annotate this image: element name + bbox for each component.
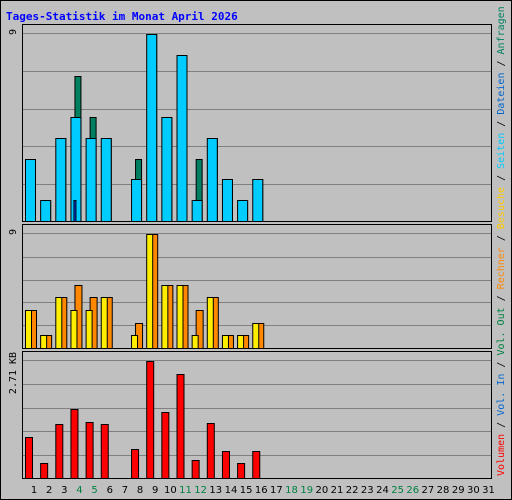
- bar-volumen: [237, 463, 246, 479]
- bar-volumen: [146, 361, 155, 479]
- x-tick-label: 6: [107, 485, 113, 496]
- bar-besuche: [176, 285, 184, 349]
- bar-dateien: [85, 138, 97, 222]
- bar-dateien: [191, 200, 203, 222]
- bar-besuche: [252, 323, 260, 349]
- bar-dateien: [161, 117, 173, 222]
- bar-dateien: [100, 138, 112, 222]
- bar-volumen: [100, 424, 109, 479]
- x-tick-label: 30: [467, 485, 480, 496]
- bar-volumen: [40, 463, 49, 479]
- x-tick-label: 14: [225, 485, 238, 496]
- bar-volumen: [85, 422, 94, 479]
- bar-volumen: [25, 437, 33, 479]
- bar-besuche: [206, 297, 214, 349]
- x-tick-label: 23: [361, 485, 374, 496]
- bar-dateien: [237, 200, 249, 222]
- x-tick-label: 7: [122, 485, 128, 496]
- x-tick-label: 21: [331, 485, 344, 496]
- bar-dateien: [146, 34, 158, 222]
- x-tick-label: 3: [61, 485, 67, 496]
- x-tick-label: 25: [391, 485, 404, 496]
- x-tick-label: 22: [346, 485, 359, 496]
- bar-besuche: [55, 297, 63, 349]
- x-tick-label: 15: [240, 485, 253, 496]
- legend-separator: /: [496, 121, 507, 133]
- bar-dateien: [221, 179, 233, 222]
- legend-vertical: Volumen / Vol. In / Vol. Out / Rechner /…: [496, 6, 507, 476]
- legend-separator: /: [496, 235, 507, 247]
- legend-entry: Volumen: [496, 434, 507, 476]
- bar-volumen: [206, 423, 215, 479]
- x-tick-label: 2: [46, 485, 52, 496]
- legend-separator: /: [496, 362, 507, 374]
- bar-volumen: [176, 374, 185, 479]
- bar-dateien: [206, 138, 218, 222]
- x-tick-label: 29: [452, 485, 465, 496]
- bar-besuche: [100, 297, 108, 349]
- x-tick-label: 10: [164, 485, 177, 496]
- x-tick-label: 1: [31, 485, 37, 496]
- x-tick-label: 18: [285, 485, 298, 496]
- bar-besuche: [40, 335, 48, 349]
- bar-besuche: [70, 310, 78, 349]
- bar-volumen: [252, 451, 261, 479]
- bar-besuche: [131, 335, 139, 349]
- x-tick-label: 27: [422, 485, 435, 496]
- x-tick-label: 13: [209, 485, 222, 496]
- x-tick-label: 19: [300, 485, 313, 496]
- legend-separator: /: [496, 175, 507, 187]
- bar-volumen: [221, 451, 230, 479]
- legend-separator: /: [496, 60, 507, 72]
- bar-dateien: [55, 138, 67, 222]
- legend-separator: /: [496, 295, 507, 307]
- x-tick-label: 12: [194, 485, 207, 496]
- bar-volumen: [70, 409, 79, 479]
- bar-volumen: [55, 424, 64, 479]
- bar-dateien: [131, 179, 143, 222]
- bar-volumen: [161, 412, 170, 479]
- bar-rechner: [195, 310, 204, 349]
- bar-besuche: [161, 285, 169, 349]
- chart-title: Tages-Statistik im Monat April 2026: [6, 10, 238, 23]
- y-max-label: 9: [8, 29, 19, 35]
- bar-besuche: [237, 335, 245, 349]
- x-tick-label: 26: [406, 485, 419, 496]
- bar-besuche: [25, 310, 32, 349]
- x-tick-label: 31: [482, 485, 495, 496]
- legend-entry: Anfragen: [496, 6, 507, 60]
- legend-separator: /: [496, 422, 507, 434]
- bar-seiten: [73, 200, 77, 222]
- bar-dateien: [40, 200, 52, 222]
- x-tick-label: 5: [91, 485, 97, 496]
- legend-entry: Dateien: [496, 73, 507, 121]
- legend-entry: Vol. Out: [496, 307, 507, 361]
- y-max-label: 9: [8, 229, 19, 235]
- bar-besuche: [85, 310, 93, 349]
- legend-entry: Rechner: [496, 247, 507, 295]
- x-tick-label: 20: [315, 485, 328, 496]
- x-tick-label: 28: [437, 485, 450, 496]
- legend-entry: Seiten: [496, 133, 507, 175]
- bar-dateien: [25, 159, 36, 222]
- bar-besuche: [191, 335, 199, 349]
- legend-entry: Besuche: [496, 187, 507, 235]
- bar-besuche: [221, 335, 229, 349]
- y-max-label: 2.71 KB: [8, 352, 19, 394]
- bar-besuche: [146, 234, 154, 349]
- bar-volumen: [191, 460, 200, 479]
- x-tick-label: 11: [179, 485, 192, 496]
- legend-entry: Vol. In: [496, 374, 507, 422]
- bar-dateien: [176, 55, 188, 222]
- x-tick-label: 24: [376, 485, 389, 496]
- x-tick-label: 8: [137, 485, 143, 496]
- x-tick-label: 17: [270, 485, 283, 496]
- x-tick-label: 16: [255, 485, 268, 496]
- x-tick-label: 9: [152, 485, 158, 496]
- bar-volumen: [131, 449, 140, 479]
- bar-dateien: [252, 179, 264, 222]
- x-tick-label: 4: [76, 485, 82, 496]
